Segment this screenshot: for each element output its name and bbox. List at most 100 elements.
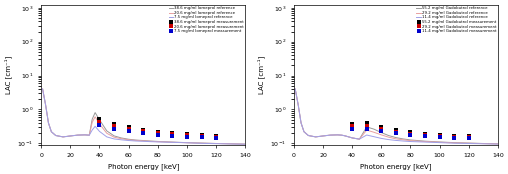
7.5 mg/ml Iomeprol reference: [133, 140, 139, 142]
55.2 mg/ml Gadobutrol reference: [378, 132, 385, 134]
29.2 mg/ml Gadobutrol reference: [295, 104, 301, 106]
7.5 mg/ml Iomeprol reference: [97, 130, 103, 132]
11.4 mg/ml Gadobutrol reference: [312, 136, 319, 138]
38.6 mg/ml Iomeprol reference: [242, 143, 248, 145]
20.6 mg/ml Iomeprol reference: [228, 143, 234, 145]
29.2 mg/ml Gadobutrol measurement: [451, 136, 457, 138]
55.2 mg/ml Gadobutrol reference: [481, 143, 487, 145]
29.2 mg/ml Gadobutrol reference: [400, 139, 406, 141]
7.5 mg/ml Iomeprol reference: [53, 135, 59, 137]
Line: 7.5 mg/ml Iomeprol measurement: 7.5 mg/ml Iomeprol measurement: [98, 124, 218, 140]
7.5 mg/ml Iomeprol measurement: [184, 136, 190, 138]
55.2 mg/ml Gadobutrol reference: [305, 135, 311, 137]
38.6 mg/ml Iomeprol reference: [53, 135, 59, 137]
55.2 mg/ml Gadobutrol reference: [312, 136, 319, 138]
Line: 20.6 mg/ml Iomeprol measurement: 20.6 mg/ml Iomeprol measurement: [98, 120, 218, 138]
55.2 mg/ml Gadobutrol reference: [436, 141, 442, 143]
11.4 mg/ml Gadobutrol reference: [393, 139, 399, 141]
55.2 mg/ml Gadobutrol reference: [295, 104, 301, 106]
7.5 mg/ml Iomeprol reference: [169, 141, 175, 143]
38.6 mg/ml Iomeprol reference: [60, 136, 66, 138]
38.6 mg/ml Iomeprol reference: [97, 119, 103, 121]
29.2 mg/ml Gadobutrol reference: [298, 122, 304, 124]
7.5 mg/ml Iomeprol reference: [75, 134, 81, 136]
38.6 mg/ml Iomeprol reference: [89, 118, 96, 120]
55.2 mg/ml Gadobutrol measurement: [378, 126, 385, 128]
11.4 mg/ml Gadobutrol reference: [295, 104, 301, 106]
29.2 mg/ml Gadobutrol reference: [393, 138, 399, 140]
38.6 mg/ml Iomeprol reference: [213, 143, 219, 145]
38.6 mg/ml Iomeprol measurement: [155, 131, 161, 133]
20.6 mg/ml Iomeprol reference: [118, 138, 124, 140]
20.6 mg/ml Iomeprol reference: [147, 140, 153, 142]
38.6 mg/ml Iomeprol reference: [118, 137, 124, 139]
20.6 mg/ml Iomeprol reference: [82, 134, 88, 136]
7.5 mg/ml Iomeprol reference: [43, 104, 49, 106]
7.5 mg/ml Iomeprol reference: [199, 142, 205, 144]
Y-axis label: LAC [cm⁻¹]: LAC [cm⁻¹]: [257, 56, 265, 94]
20.6 mg/ml Iomeprol measurement: [213, 136, 219, 138]
11.4 mg/ml Gadobutrol reference: [495, 143, 501, 145]
55.2 mg/ml Gadobutrol reference: [301, 131, 307, 133]
Line: 11.4 mg/ml Gadobutrol reference: 11.4 mg/ml Gadobutrol reference: [295, 89, 498, 144]
20.6 mg/ml Iomeprol measurement: [140, 130, 146, 132]
20.6 mg/ml Iomeprol measurement: [125, 128, 132, 130]
20.6 mg/ml Iomeprol reference: [242, 143, 248, 145]
38.6 mg/ml Iomeprol measurement: [125, 126, 132, 128]
38.6 mg/ml Iomeprol reference: [147, 140, 153, 142]
7.5 mg/ml Iomeprol measurement: [111, 128, 117, 130]
20.6 mg/ml Iomeprol measurement: [184, 134, 190, 136]
7.5 mg/ml Iomeprol reference: [118, 139, 124, 141]
7.5 mg/ml Iomeprol reference: [89, 129, 96, 131]
11.4 mg/ml Gadobutrol reference: [371, 136, 377, 138]
20.6 mg/ml Iomeprol reference: [67, 135, 73, 137]
11.4 mg/ml Gadobutrol reference: [451, 142, 457, 144]
7.5 mg/ml Iomeprol measurement: [169, 135, 175, 137]
X-axis label: Photon energy [keV]: Photon energy [keV]: [360, 163, 432, 170]
29.2 mg/ml Gadobutrol reference: [345, 136, 351, 138]
38.6 mg/ml Iomeprol measurement: [213, 135, 219, 137]
7.5 mg/ml Iomeprol reference: [184, 142, 190, 144]
55.2 mg/ml Gadobutrol reference: [364, 126, 370, 128]
29.2 mg/ml Gadobutrol reference: [356, 138, 362, 140]
29.2 mg/ml Gadobutrol measurement: [378, 128, 385, 130]
55.2 mg/ml Gadobutrol measurement: [451, 135, 457, 137]
20.6 mg/ml Iomeprol measurement: [111, 125, 117, 127]
11.4 mg/ml Gadobutrol reference: [422, 141, 428, 143]
55.2 mg/ml Gadobutrol reference: [393, 137, 399, 139]
38.6 mg/ml Iomeprol reference: [199, 142, 205, 144]
29.2 mg/ml Gadobutrol measurement: [393, 131, 399, 133]
7.5 mg/ml Iomeprol reference: [111, 138, 117, 140]
55.2 mg/ml Gadobutrol reference: [371, 128, 377, 130]
7.5 mg/ml Iomeprol reference: [45, 122, 51, 124]
29.2 mg/ml Gadobutrol reference: [386, 136, 392, 138]
11.4 mg/ml Gadobutrol reference: [292, 88, 298, 90]
7.5 mg/ml Iomeprol reference: [228, 143, 234, 145]
20.6 mg/ml Iomeprol measurement: [155, 132, 161, 134]
38.6 mg/ml Iomeprol measurement: [111, 123, 117, 125]
38.6 mg/ml Iomeprol measurement: [97, 118, 103, 120]
11.4 mg/ml Gadobutrol reference: [436, 142, 442, 144]
11.4 mg/ml Gadobutrol reference: [345, 136, 351, 138]
20.6 mg/ml Iomeprol reference: [86, 134, 92, 136]
7.5 mg/ml Iomeprol reference: [67, 135, 73, 137]
38.6 mg/ml Iomeprol reference: [140, 140, 146, 142]
11.4 mg/ml Gadobutrol reference: [466, 143, 472, 145]
20.6 mg/ml Iomeprol reference: [213, 143, 219, 145]
20.6 mg/ml Iomeprol reference: [97, 123, 103, 125]
20.6 mg/ml Iomeprol reference: [133, 139, 139, 141]
38.6 mg/ml Iomeprol reference: [133, 139, 139, 141]
38.6 mg/ml Iomeprol reference: [169, 141, 175, 143]
38.6 mg/ml Iomeprol measurement: [169, 132, 175, 134]
Line: 38.6 mg/ml Iomeprol measurement: 38.6 mg/ml Iomeprol measurement: [98, 118, 218, 137]
20.6 mg/ml Iomeprol reference: [40, 88, 46, 90]
Line: 29.2 mg/ml Gadobutrol measurement: 29.2 mg/ml Gadobutrol measurement: [351, 124, 470, 139]
X-axis label: Photon energy [keV]: Photon energy [keV]: [108, 163, 179, 170]
7.5 mg/ml Iomeprol reference: [213, 143, 219, 145]
38.6 mg/ml Iomeprol reference: [45, 122, 51, 124]
55.2 mg/ml Gadobutrol reference: [422, 140, 428, 142]
38.6 mg/ml Iomeprol reference: [48, 131, 54, 133]
7.5 mg/ml Iomeprol reference: [104, 136, 110, 138]
55.2 mg/ml Gadobutrol reference: [339, 134, 345, 136]
11.4 mg/ml Gadobutrol measurement: [451, 137, 457, 139]
